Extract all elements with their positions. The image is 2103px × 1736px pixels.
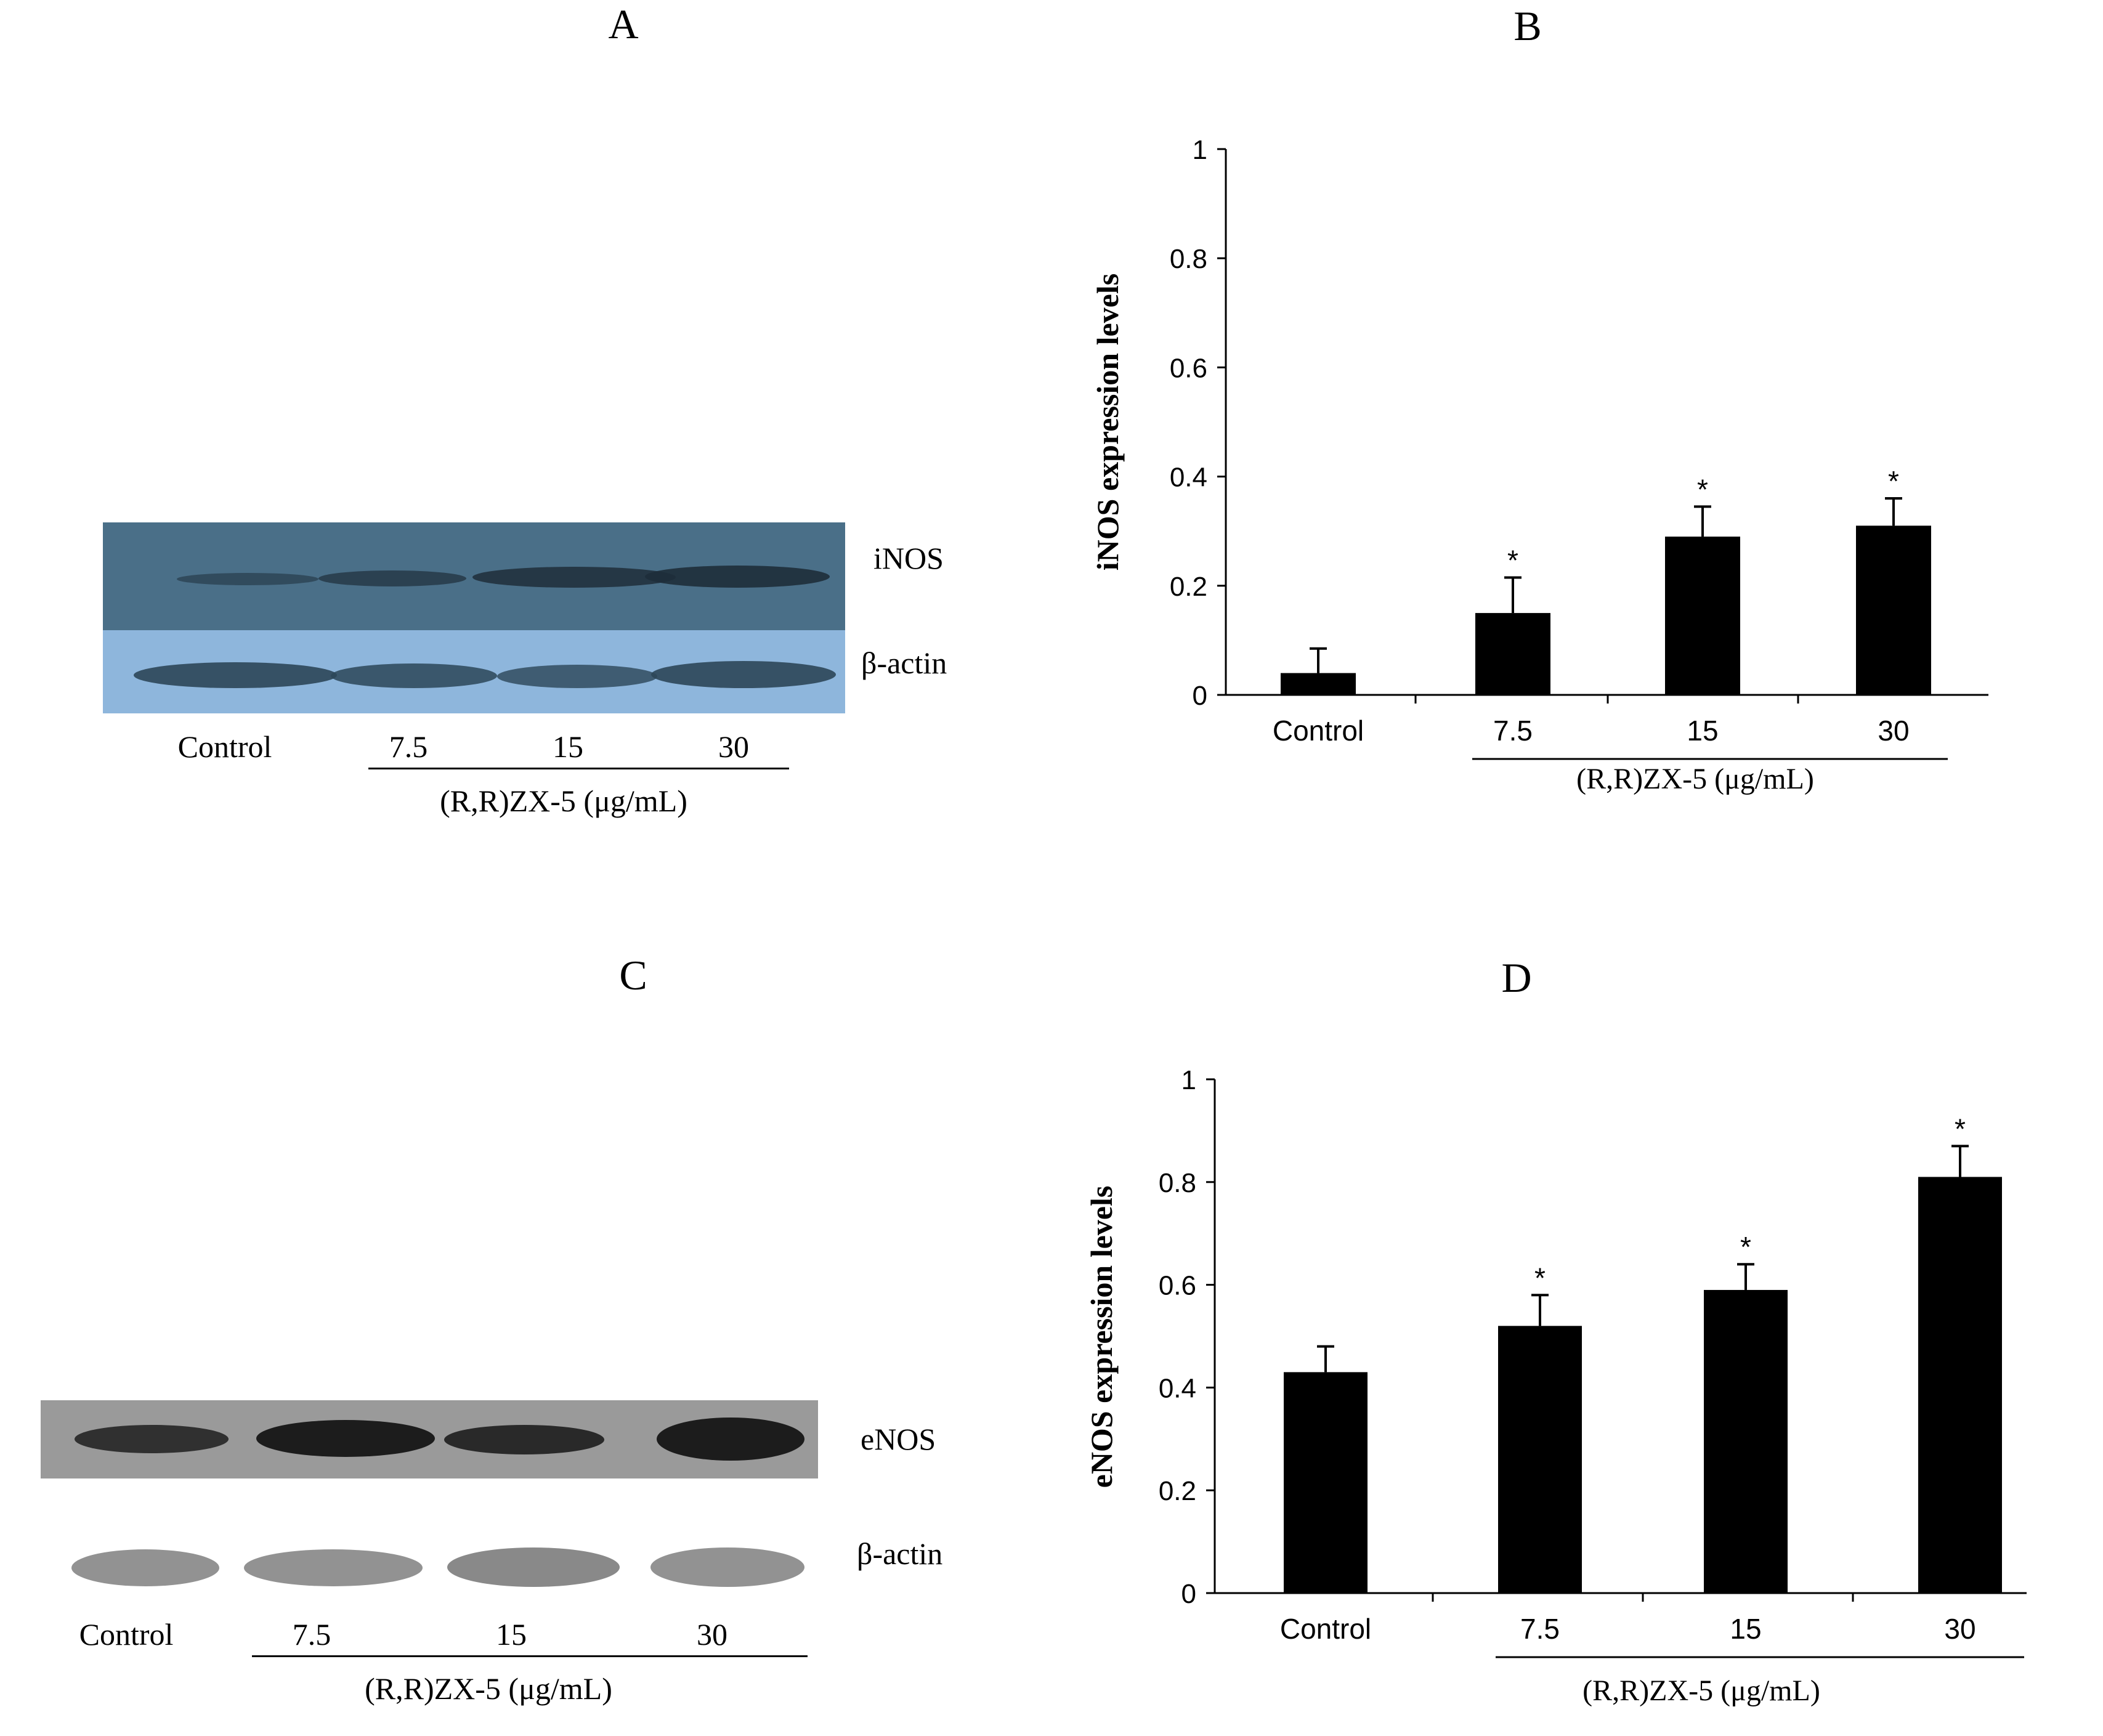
enos-beta-actin-label: β-actin [857, 1536, 943, 1571]
c-lane-7-5: 7.5 [292, 1617, 331, 1652]
b-y-tick-label-2: 0.4 [1170, 463, 1207, 493]
d-category-label-1: 7.5 [1520, 1613, 1560, 1645]
d-y-tick-label-3: 0.6 [1159, 1271, 1196, 1301]
d-y-tick-label-4: 0.8 [1159, 1168, 1196, 1198]
a-treatment-underline [368, 768, 789, 769]
d-category-label-0: Control [1280, 1613, 1371, 1645]
beta-actin-band-control [134, 662, 337, 688]
beta-actin-band-15 [497, 665, 657, 688]
b-significance-2: * [1697, 473, 1708, 505]
enos-label: eNOS [861, 1422, 936, 1456]
inos-beta-actin-membrane [103, 630, 845, 713]
c-lane-30: 30 [697, 1617, 727, 1652]
enos-beta-actin-band-7-5 [244, 1549, 423, 1586]
c-lane-15: 15 [496, 1617, 527, 1652]
b-bar-1 [1475, 613, 1550, 695]
d-x-axis-title: (R,R)ZX-5 (μg/mL) [1582, 1674, 1820, 1707]
c-treatment-label: (R,R)ZX-5 (μg/mL) [365, 1671, 612, 1706]
d-category-label-2: 15 [1730, 1613, 1761, 1645]
b-y-tick-label-3: 0.6 [1170, 353, 1207, 383]
panel-a-letter: A [608, 1, 639, 47]
b-y-tick-label-4: 0.8 [1170, 244, 1207, 274]
beta-actin-band-7-5 [331, 663, 497, 688]
a-treatment-label: (R,R)ZX-5 (μg/mL) [440, 784, 687, 818]
b-y-tick-label-5: 1 [1193, 135, 1207, 165]
a-lane-15: 15 [553, 729, 583, 764]
b-y-tick-label-1: 0.2 [1170, 572, 1207, 602]
b-bar-3 [1856, 525, 1931, 695]
beta-actin-band-30 [651, 661, 836, 688]
panel-d-letter: D [1501, 954, 1531, 1001]
b-category-label-0: Control [1273, 715, 1364, 747]
d-significance-1: * [1534, 1262, 1546, 1294]
enos-band-30 [657, 1418, 804, 1461]
d-category-label-3: 30 [1944, 1613, 1975, 1645]
a-lane-7-5: 7.5 [389, 729, 428, 764]
b-significance-3: * [1888, 465, 1899, 497]
b-category-label-3: 30 [1878, 715, 1909, 747]
b-x-axis-title: (R,R)ZX-5 (μg/mL) [1576, 763, 1814, 795]
enos-band-15 [444, 1425, 604, 1454]
enos-beta-actin-band-30 [650, 1547, 804, 1587]
enos-blot-membrane [41, 1400, 818, 1478]
enos-beta-actin-band-control [71, 1549, 219, 1586]
d-y-tick-label-1: 0.2 [1159, 1476, 1196, 1506]
b-y-axis-title: iNOS expression levels [1090, 274, 1125, 570]
d-y-axis-title: eNOS expression levels [1084, 1186, 1119, 1488]
b-category-label-1: 7.5 [1493, 715, 1533, 747]
inos-band-30 [645, 566, 830, 588]
panel-b-letter: B [1513, 2, 1541, 49]
c-treatment-underline [252, 1655, 808, 1657]
inos-band-control [177, 573, 318, 585]
d-y-tick-label-5: 1 [1181, 1065, 1196, 1095]
enos-band-7-5 [256, 1420, 435, 1457]
d-bar-3 [1918, 1177, 2002, 1593]
inos-blot-membrane [103, 522, 845, 630]
b-bar-2 [1665, 537, 1740, 695]
a-lane-30: 30 [718, 729, 749, 764]
b-bar-0 [1281, 673, 1356, 695]
d-bar-0 [1284, 1372, 1368, 1593]
enos-band-control [75, 1425, 229, 1453]
b-category-label-2: 15 [1687, 715, 1718, 747]
inos-band-7-5 [318, 570, 466, 586]
d-bar-2 [1704, 1289, 1788, 1593]
c-lane-control: Control [79, 1617, 174, 1652]
inos-beta-actin-label: β-actin [861, 646, 947, 680]
d-significance-2: * [1740, 1231, 1751, 1263]
inos-band-15 [472, 567, 676, 588]
d-bar-1 [1498, 1326, 1582, 1593]
enos-beta-actin-membrane [41, 1522, 818, 1608]
panel-c-letter: C [619, 952, 647, 999]
b-significance-1: * [1507, 545, 1518, 577]
d-y-tick-label-2: 0.4 [1159, 1373, 1196, 1403]
d-y-tick-label-0: 0 [1181, 1579, 1196, 1609]
enos-beta-actin-band-15 [447, 1547, 620, 1587]
a-lane-control: Control [177, 729, 272, 764]
b-y-tick-label-0: 0 [1193, 681, 1207, 711]
inos-label: iNOS [873, 541, 944, 575]
d-significance-3: * [1955, 1113, 1966, 1145]
